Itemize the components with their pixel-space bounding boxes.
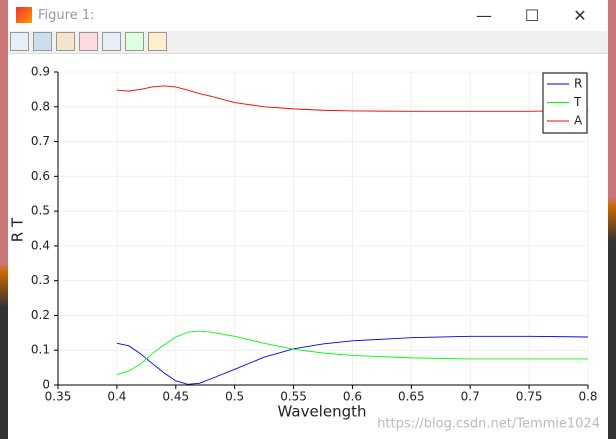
rotate-tool[interactable]	[125, 32, 144, 51]
y-tick-label: 0.4	[31, 238, 50, 252]
series-line	[116, 335, 589, 385]
y-tick-label: 0.2	[31, 308, 50, 322]
zoom-tool[interactable]	[33, 32, 52, 51]
window-title: Figure 1:	[38, 8, 95, 23]
legend-label: T	[573, 95, 582, 109]
x-axis-label: Wavelength	[278, 403, 367, 421]
x-tick-label: 0.7	[461, 390, 480, 404]
zoom-region-tool[interactable]	[79, 32, 98, 51]
y-tick-label: 0.1	[31, 343, 50, 357]
x-tick-label: 0.65	[398, 390, 425, 404]
edit-tool[interactable]	[148, 32, 167, 51]
y-tick-label: 0	[42, 378, 50, 392]
export-tool[interactable]	[102, 32, 121, 51]
series-line	[116, 330, 588, 375]
maximize-button[interactable]: ☐	[524, 6, 540, 25]
x-tick-label: 0.5	[225, 390, 244, 404]
background-edge	[0, 0, 8, 439]
x-tick-label: 0.8	[578, 390, 597, 404]
minimize-button[interactable]: —	[476, 6, 492, 25]
legend-label: R	[574, 77, 582, 91]
y-axis-label: R T	[9, 217, 27, 242]
close-button[interactable]: ✕	[573, 6, 587, 25]
x-tick-label: 0.55	[280, 390, 307, 404]
legend-label: A	[574, 114, 583, 128]
y-tick-label: 0.3	[31, 273, 50, 287]
app-icon	[16, 7, 32, 23]
x-tick-label: 0.35	[45, 390, 72, 404]
x-tick-label: 0.75	[516, 390, 543, 404]
y-tick-label: 0.9	[31, 65, 50, 79]
x-tick-label: 0.45	[162, 390, 189, 404]
pan-tool[interactable]	[56, 32, 75, 51]
background-edge	[608, 0, 616, 439]
select-tool[interactable]	[10, 32, 29, 51]
y-tick-label: 0.6	[31, 169, 50, 183]
title-bar: Figure 1: — ☐ ✕	[8, 0, 608, 31]
toolbar	[8, 31, 608, 54]
y-tick-label: 0.5	[31, 204, 50, 218]
x-tick-label: 0.4	[107, 390, 126, 404]
x-tick-label: 0.6	[343, 390, 362, 404]
y-tick-label: 0.7	[31, 134, 50, 148]
watermark: https://blog.csdn.net/Temmie1024	[377, 417, 600, 432]
series-line	[116, 85, 589, 112]
y-tick-label: 0.8	[31, 99, 50, 113]
